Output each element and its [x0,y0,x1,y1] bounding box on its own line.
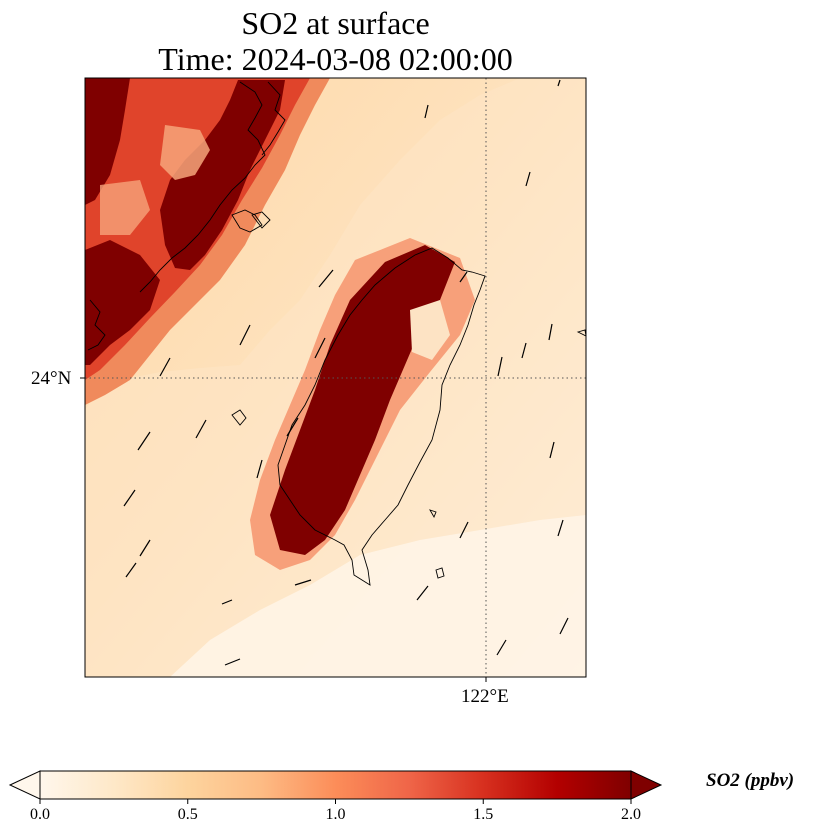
wind-vector [557,519,564,537]
so2-nw-light-patch-2 [100,180,150,235]
wind-vector [224,658,241,666]
wind-vector [294,579,312,586]
colorbar-tick-label: 0.5 [177,806,198,823]
colorbar-tick-label: 1.5 [473,806,494,823]
colorbar-tick-label: 0.0 [30,806,50,823]
wind-vector [521,342,527,359]
orchid-island-outline [429,509,437,519]
coastline [87,81,586,586]
wind-vector [416,585,429,601]
wind-vector [195,419,207,439]
wind-vector [459,521,469,539]
wind-vector [548,323,553,341]
colorbar-tick-label: 1.0 [325,806,346,823]
so2-low-band [170,515,586,677]
map-title-line1: SO2 at surface [241,5,430,41]
colorbar-extend-low [8,770,41,800]
so2-nw-core-2 [160,80,285,270]
wind-vector [496,639,507,656]
wind-vector [137,431,151,451]
island-outline-1 [231,209,263,233]
so2-nw-light-patch [160,125,210,180]
wind-vector [125,562,137,578]
china-coastline-3 [87,299,106,351]
colorbar-ticks [39,799,632,804]
colorbar-gradient [39,770,632,800]
wind-vector [459,271,468,283]
island-outline-2 [251,211,271,229]
china-coastline [139,81,266,293]
gridlines [85,78,586,677]
so2-nw-core-1 [85,78,130,205]
wind-vector [256,459,263,479]
colorbar-tick-label: 2.0 [621,806,641,823]
wind-vector [559,617,569,635]
map-title-line2: Time: 2024-03-08 02:00:00 [158,41,513,77]
wind-vector [221,599,233,605]
wind-vector [159,357,171,377]
wind-vector [314,337,326,359]
taiwan-coastline [277,247,486,586]
colorbar-unit-label: SO2 (ppbv) [706,770,795,791]
wind-vector [497,356,503,377]
wind-vector [424,104,429,119]
so2-taiwan-light-patch [410,300,450,360]
china-coastline-2 [261,81,286,156]
wind-vector [549,441,555,459]
wind-vector [557,79,561,87]
wind-vector [239,324,251,346]
wind-vector [139,539,151,557]
colorbar-extend-high [630,770,663,800]
penghu-outline [231,409,247,426]
wind-vector [525,171,531,187]
so2-taiwan-plume-core [270,245,455,555]
wind-vector [318,269,334,288]
green-island-outline [435,567,445,579]
lon-tick-label: 122°E [461,686,509,707]
wind-vectors [123,79,569,666]
wind-vector [123,489,136,507]
wind-vector [286,417,299,437]
lat-tick-label: 24°N [31,368,72,389]
so2-field [85,78,586,677]
